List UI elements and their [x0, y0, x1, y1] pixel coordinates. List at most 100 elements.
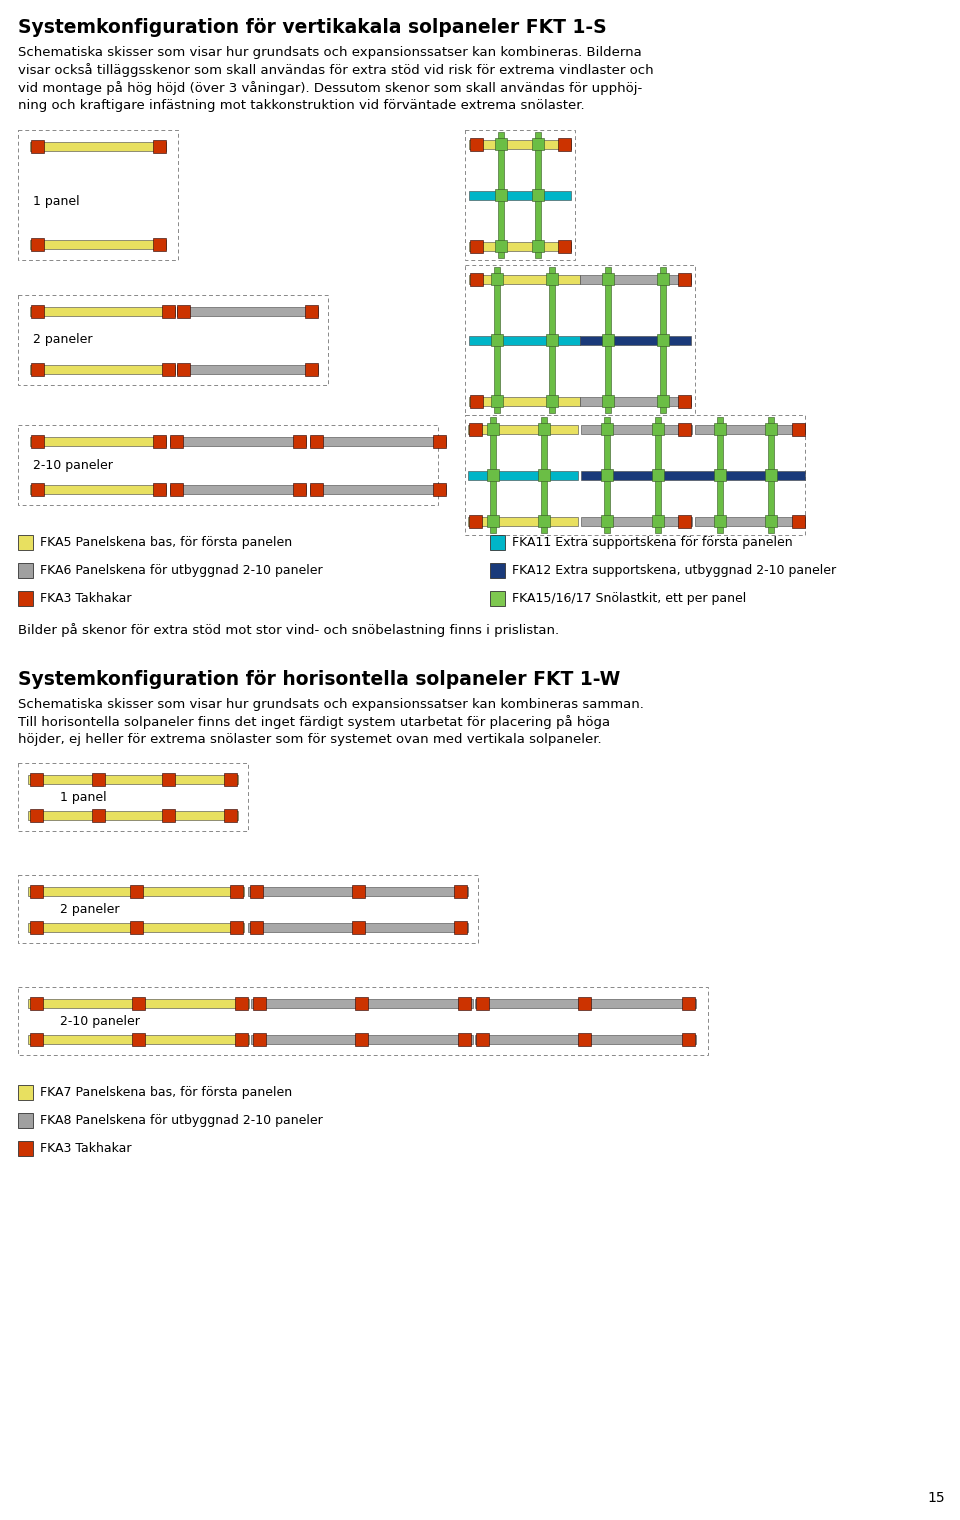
- Bar: [309, 482, 323, 496]
- Bar: [468, 424, 578, 433]
- Bar: [161, 362, 175, 375]
- Bar: [580, 275, 691, 284]
- Text: Schematiska skisser som visar hur grundsats och expansionssatser kan kombineras : Schematiska skisser som visar hur grunds…: [18, 698, 644, 711]
- Text: Systemkonfiguration för horisontella solpaneler FKT 1-W: Systemkonfiguration för horisontella sol…: [18, 670, 620, 689]
- Bar: [488, 515, 499, 527]
- Bar: [235, 1032, 248, 1046]
- Bar: [18, 1113, 33, 1128]
- Bar: [491, 416, 496, 534]
- Text: FKA15/16/17 Snölastkit, ett per panel: FKA15/16/17 Snölastkit, ett per panel: [512, 591, 746, 605]
- Bar: [18, 295, 328, 385]
- Bar: [229, 885, 243, 897]
- Bar: [30, 307, 175, 316]
- Bar: [293, 435, 305, 447]
- Bar: [539, 423, 550, 435]
- Bar: [678, 514, 691, 527]
- Bar: [351, 921, 365, 933]
- Bar: [488, 470, 499, 480]
- Bar: [558, 137, 570, 150]
- Bar: [578, 1032, 591, 1046]
- Bar: [31, 482, 43, 496]
- Bar: [252, 1032, 266, 1046]
- Bar: [170, 436, 306, 445]
- Text: FKA8 Panelskena för utbyggnad 2-10 paneler: FKA8 Panelskena för utbyggnad 2-10 panel…: [40, 1114, 323, 1126]
- Bar: [657, 334, 669, 347]
- Bar: [18, 426, 438, 505]
- Text: 2-10 paneler: 2-10 paneler: [60, 1014, 140, 1028]
- Bar: [248, 923, 468, 932]
- Bar: [30, 436, 166, 445]
- Text: Systemkonfiguration för vertikakala solpaneler FKT 1-S: Systemkonfiguration för vertikakala solp…: [18, 18, 607, 36]
- Bar: [539, 470, 550, 480]
- Bar: [30, 141, 166, 150]
- Bar: [224, 809, 236, 821]
- Bar: [469, 137, 483, 150]
- Bar: [469, 275, 580, 284]
- Bar: [657, 395, 669, 407]
- Bar: [494, 268, 500, 413]
- Text: 2-10 paneler: 2-10 paneler: [33, 459, 113, 471]
- Bar: [252, 999, 472, 1008]
- Bar: [541, 416, 547, 534]
- Bar: [30, 1032, 42, 1046]
- Bar: [18, 131, 178, 260]
- Bar: [602, 334, 613, 347]
- Bar: [580, 397, 691, 406]
- Bar: [18, 562, 33, 578]
- Bar: [28, 999, 250, 1008]
- Bar: [492, 274, 503, 286]
- Bar: [791, 514, 804, 527]
- Bar: [30, 921, 42, 933]
- Bar: [652, 515, 663, 527]
- Bar: [458, 1032, 471, 1046]
- Bar: [582, 517, 691, 526]
- Bar: [602, 274, 613, 286]
- Bar: [655, 416, 660, 534]
- Bar: [130, 921, 142, 933]
- Bar: [605, 268, 611, 413]
- Bar: [293, 482, 305, 496]
- Bar: [28, 923, 244, 932]
- Bar: [714, 470, 726, 480]
- Bar: [714, 423, 726, 435]
- Bar: [229, 921, 243, 933]
- Bar: [30, 997, 42, 1009]
- Bar: [492, 395, 503, 407]
- Bar: [682, 997, 694, 1009]
- Bar: [177, 362, 189, 375]
- Bar: [468, 517, 578, 526]
- Bar: [91, 772, 105, 786]
- Bar: [469, 190, 571, 199]
- Text: 15: 15: [927, 1491, 945, 1505]
- Text: vid montage på hög höjd (över 3 våningar). Dessutom skenor som skall användas fö: vid montage på hög höjd (över 3 våningar…: [18, 81, 642, 94]
- Bar: [714, 515, 726, 527]
- Bar: [580, 336, 691, 345]
- Bar: [498, 132, 504, 258]
- Bar: [652, 470, 663, 480]
- Bar: [433, 435, 445, 447]
- Bar: [469, 240, 483, 252]
- Bar: [532, 240, 544, 252]
- Bar: [161, 304, 175, 318]
- Bar: [18, 876, 478, 942]
- Bar: [469, 395, 483, 407]
- Bar: [453, 921, 467, 933]
- Bar: [161, 772, 175, 786]
- Text: FKA12 Extra supportskena, utbyggnad 2-10 paneler: FKA12 Extra supportskena, utbyggnad 2-10…: [512, 564, 836, 578]
- Bar: [601, 423, 612, 435]
- Bar: [682, 1032, 694, 1046]
- Bar: [252, 1035, 472, 1044]
- Text: FKA6 Panelskena för utbyggnad 2-10 paneler: FKA6 Panelskena för utbyggnad 2-10 panel…: [40, 564, 323, 578]
- Bar: [28, 775, 238, 783]
- Bar: [31, 237, 43, 251]
- Bar: [132, 997, 145, 1009]
- Text: höjder, ej heller för extrema snölaster som för systemet ovan med vertikala solp: höjder, ej heller för extrema snölaster …: [18, 733, 602, 746]
- Bar: [468, 423, 482, 436]
- Bar: [469, 242, 571, 251]
- Text: FKA11 Extra supportskena för första panelen: FKA11 Extra supportskena för första pane…: [512, 537, 793, 549]
- Bar: [355, 997, 368, 1009]
- Bar: [310, 485, 446, 494]
- Bar: [355, 1032, 368, 1046]
- Text: ning och kraftigare infästning mot takkonstruktion vid förväntade extrema snölas: ning och kraftigare infästning mot takko…: [18, 99, 585, 111]
- Bar: [18, 986, 708, 1055]
